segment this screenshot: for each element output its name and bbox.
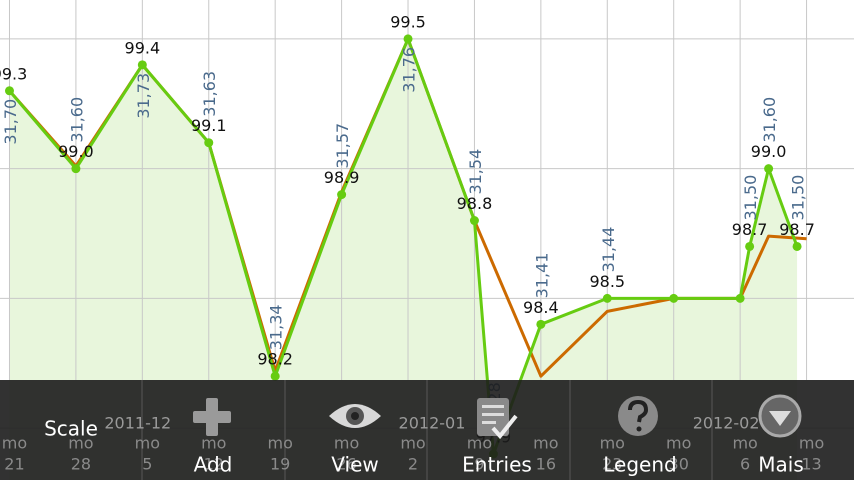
secondary-label: 31,76: [400, 47, 419, 93]
x-axis: 2011-12 2012-01 2012-02mo21mo28mo5mo12mo19…: [2, 414, 824, 474]
x-tick-weekday: mo: [334, 434, 359, 453]
x-tick-weekday: mo: [400, 434, 425, 453]
add-icon[interactable]: [193, 398, 231, 436]
x-tick-label: 21: [4, 455, 24, 474]
point: [602, 293, 612, 303]
x-tick-label: 12: [204, 455, 224, 474]
point: [337, 190, 347, 200]
menu-item[interactable]: Entries: [462, 453, 532, 477]
secondary-label: 31,63: [200, 71, 219, 117]
value-label: 99.0: [751, 142, 787, 161]
month-label: 2012-01: [399, 414, 466, 433]
value-label: 98.4: [523, 298, 559, 317]
month-label: 2011-12: [104, 414, 171, 433]
area: [9, 38, 798, 480]
secondary-label: 31,44: [599, 227, 618, 273]
x-tick-weekday: mo: [467, 434, 492, 453]
entries-icon[interactable]: [477, 398, 518, 440]
secondary-label: 31,54: [466, 149, 485, 195]
point: [403, 34, 413, 44]
value-label: 98.2: [257, 350, 293, 369]
x-tick-weekday: mo: [666, 434, 691, 453]
x-tick-label: 28: [71, 455, 91, 474]
x-tick-label: 30: [669, 455, 689, 474]
secondary-label: 31,50: [789, 175, 808, 221]
x-tick-label: 9: [474, 455, 484, 474]
x-tick-label: 2: [408, 455, 418, 474]
point: [4, 86, 14, 96]
secondary-label: 31,70: [1, 99, 20, 145]
value-label: 99.0: [58, 142, 94, 161]
x-tick-weekday: mo: [600, 434, 625, 453]
value-label: 99.5: [390, 12, 426, 31]
more-icon[interactable]: [758, 394, 802, 438]
line: [8, 37, 799, 456]
point: [669, 293, 679, 303]
point: [764, 164, 774, 174]
value-label: 98.8: [457, 194, 493, 213]
menu-item[interactable]: Mais: [758, 453, 804, 477]
secondary-label: 31,73: [134, 73, 153, 119]
point: [204, 138, 214, 148]
legend-icon[interactable]: [618, 396, 658, 436]
point: [536, 319, 546, 329]
x-tick-label: 19: [270, 455, 290, 474]
x-tick-label: 23: [602, 455, 622, 474]
x-tick-weekday: mo: [267, 434, 292, 453]
value-label: 98.7: [779, 220, 815, 239]
month-label: 2012-02: [693, 414, 760, 433]
value-label: 98.5: [589, 272, 625, 291]
value-label: 98.9: [324, 168, 360, 187]
point: [270, 371, 280, 381]
value-label: 98.7: [732, 220, 768, 239]
menu-bar: [0, 380, 854, 480]
x-tick-weekday: mo: [2, 434, 27, 453]
view-icon[interactable]: [329, 404, 381, 428]
secondary-label: 31,60: [67, 97, 86, 143]
value-label: 99.1: [191, 116, 227, 135]
point: [745, 241, 755, 251]
x-tick-weekday: mo: [201, 434, 226, 453]
value-label: 99.4: [125, 38, 161, 57]
value-label: 99.3: [0, 64, 27, 83]
menu-item[interactable]: View: [331, 453, 378, 477]
secondary-label: 31,60: [760, 97, 779, 143]
menu-separators: [141, 380, 713, 480]
x-tick-weekday: mo: [533, 434, 558, 453]
secondary-label: 31,50: [741, 175, 760, 221]
menu-item[interactable]: Scale: [44, 417, 98, 441]
point: [71, 164, 81, 174]
x-tick-weekday: mo: [799, 434, 824, 453]
secondary-label: 31,34: [267, 304, 286, 350]
secondary-label: 31,41: [532, 253, 551, 299]
point: [137, 60, 147, 70]
x-tick-label: 13: [801, 455, 821, 474]
point: [735, 293, 745, 303]
point: [792, 241, 802, 251]
menu-item[interactable]: Add: [194, 453, 233, 477]
x-tick-weekday: mo: [135, 434, 160, 453]
x-tick-label: 6: [740, 455, 750, 474]
x-tick-label: 16: [536, 455, 556, 474]
x-tick-label: 26: [336, 455, 356, 474]
secondary-label: 31,57: [333, 123, 352, 169]
menu-item[interactable]: Legend: [603, 453, 676, 477]
x-tick-label: 5: [142, 455, 152, 474]
menu-labels: Scale Add View Entries Legend Mais: [44, 417, 804, 477]
point: [469, 216, 479, 226]
x-tick-weekday: mo: [732, 434, 757, 453]
x-tick-weekday: mo: [68, 434, 93, 453]
